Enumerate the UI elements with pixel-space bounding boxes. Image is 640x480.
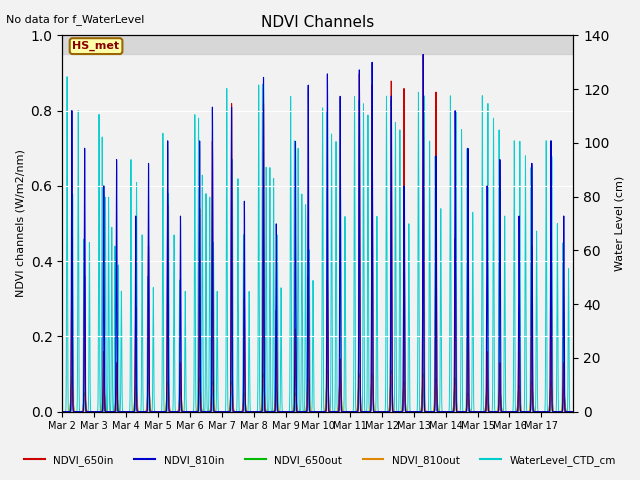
Text: No data for f_WaterLevel: No data for f_WaterLevel bbox=[6, 14, 145, 25]
Y-axis label: NDVI channels (W/m2/nm): NDVI channels (W/m2/nm) bbox=[15, 150, 25, 298]
Y-axis label: Water Level (cm): Water Level (cm) bbox=[615, 176, 625, 271]
Text: HS_met: HS_met bbox=[72, 41, 120, 51]
Bar bbox=[62, 36, 573, 54]
Title: NDVI Channels: NDVI Channels bbox=[261, 15, 374, 30]
Legend: NDVI_650in, NDVI_810in, NDVI_650out, NDVI_810out, WaterLevel_CTD_cm: NDVI_650in, NDVI_810in, NDVI_650out, NDV… bbox=[20, 451, 620, 470]
